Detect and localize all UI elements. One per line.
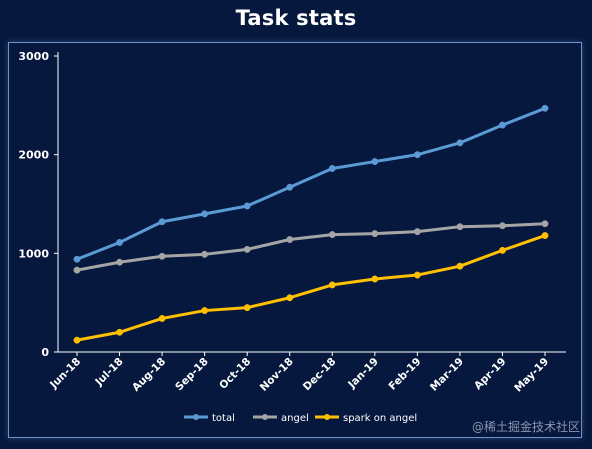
data-point bbox=[371, 230, 379, 238]
y-tick-label: 2000 bbox=[18, 149, 49, 162]
legend-label: angel bbox=[281, 413, 309, 424]
data-point bbox=[243, 245, 251, 253]
chart-axes: 0 1000 2000 3000 Jun-18 Jul-18 Aug-18 Sep-18 Oct… bbox=[18, 50, 566, 395]
legend-swatch-point bbox=[324, 414, 330, 420]
legend-entry: spark on angel bbox=[315, 413, 417, 424]
data-point bbox=[456, 262, 464, 270]
data-point bbox=[328, 231, 336, 239]
watermark: @稀土掘金技术社区 bbox=[471, 420, 580, 434]
data-point bbox=[499, 222, 506, 230]
x-tick-label: Sep-18 bbox=[173, 356, 211, 394]
legend-swatch-point bbox=[193, 414, 199, 420]
y-tick-label: 0 bbox=[41, 346, 49, 359]
x-tick-label: Jan-19 bbox=[345, 356, 381, 392]
y-tick-label: 3000 bbox=[18, 50, 49, 63]
x-tick-label: Dec-18 bbox=[301, 356, 338, 393]
data-point bbox=[541, 104, 549, 112]
data-point bbox=[371, 158, 379, 166]
data-point bbox=[456, 223, 464, 231]
x-tick-label: Mar-19 bbox=[428, 356, 466, 394]
data-point bbox=[243, 202, 251, 210]
data-point bbox=[499, 121, 506, 129]
series-line-angel bbox=[75, 222, 547, 272]
data-point bbox=[201, 210, 209, 218]
data-point bbox=[116, 328, 123, 336]
legend-label: total bbox=[212, 413, 235, 424]
data-point bbox=[541, 220, 549, 228]
data-point bbox=[286, 236, 294, 243]
x-tick-label: Feb-19 bbox=[386, 356, 423, 393]
chart-legend: total angel spark on angel bbox=[184, 413, 417, 424]
data-point bbox=[499, 246, 506, 254]
chart-series-points bbox=[73, 104, 549, 344]
data-point bbox=[116, 239, 123, 246]
data-point bbox=[371, 275, 379, 283]
chart-title: Task stats bbox=[235, 6, 357, 30]
data-point bbox=[73, 336, 81, 344]
x-tick-label: Apr-19 bbox=[472, 356, 509, 393]
data-point bbox=[116, 258, 123, 266]
x-tick-label: Oct-18 bbox=[217, 356, 253, 392]
series-line-total bbox=[75, 106, 547, 261]
series-line-spark-on-angel bbox=[75, 234, 547, 342]
data-point bbox=[328, 281, 336, 289]
data-point bbox=[413, 271, 421, 279]
y-tick-label: 1000 bbox=[18, 247, 49, 260]
data-point bbox=[158, 218, 166, 226]
x-tick-label: Nov-18 bbox=[258, 356, 296, 394]
legend-entry: angel bbox=[253, 413, 309, 424]
x-tick-label: Jun-18 bbox=[47, 356, 83, 392]
data-point bbox=[243, 304, 251, 312]
legend-swatch-point bbox=[262, 414, 268, 420]
legend-label: spark on angel bbox=[343, 413, 417, 424]
data-point bbox=[413, 151, 421, 159]
chart-series-lines bbox=[75, 106, 547, 342]
data-point bbox=[328, 165, 336, 172]
data-point bbox=[413, 228, 421, 236]
data-point bbox=[201, 307, 209, 315]
data-point bbox=[201, 250, 209, 258]
data-point bbox=[286, 294, 294, 302]
data-point bbox=[73, 255, 81, 263]
x-tick-label: Aug-18 bbox=[130, 356, 168, 394]
legend-entry: total bbox=[184, 413, 235, 424]
data-point bbox=[158, 252, 166, 260]
data-point bbox=[541, 232, 549, 240]
data-point bbox=[286, 183, 294, 191]
x-tick-label: Jul-18 bbox=[92, 356, 125, 389]
chart-frame bbox=[8, 42, 582, 438]
data-point bbox=[73, 266, 81, 274]
data-point bbox=[158, 315, 166, 322]
data-point bbox=[456, 139, 464, 147]
x-tick-label: May-19 bbox=[512, 356, 551, 395]
